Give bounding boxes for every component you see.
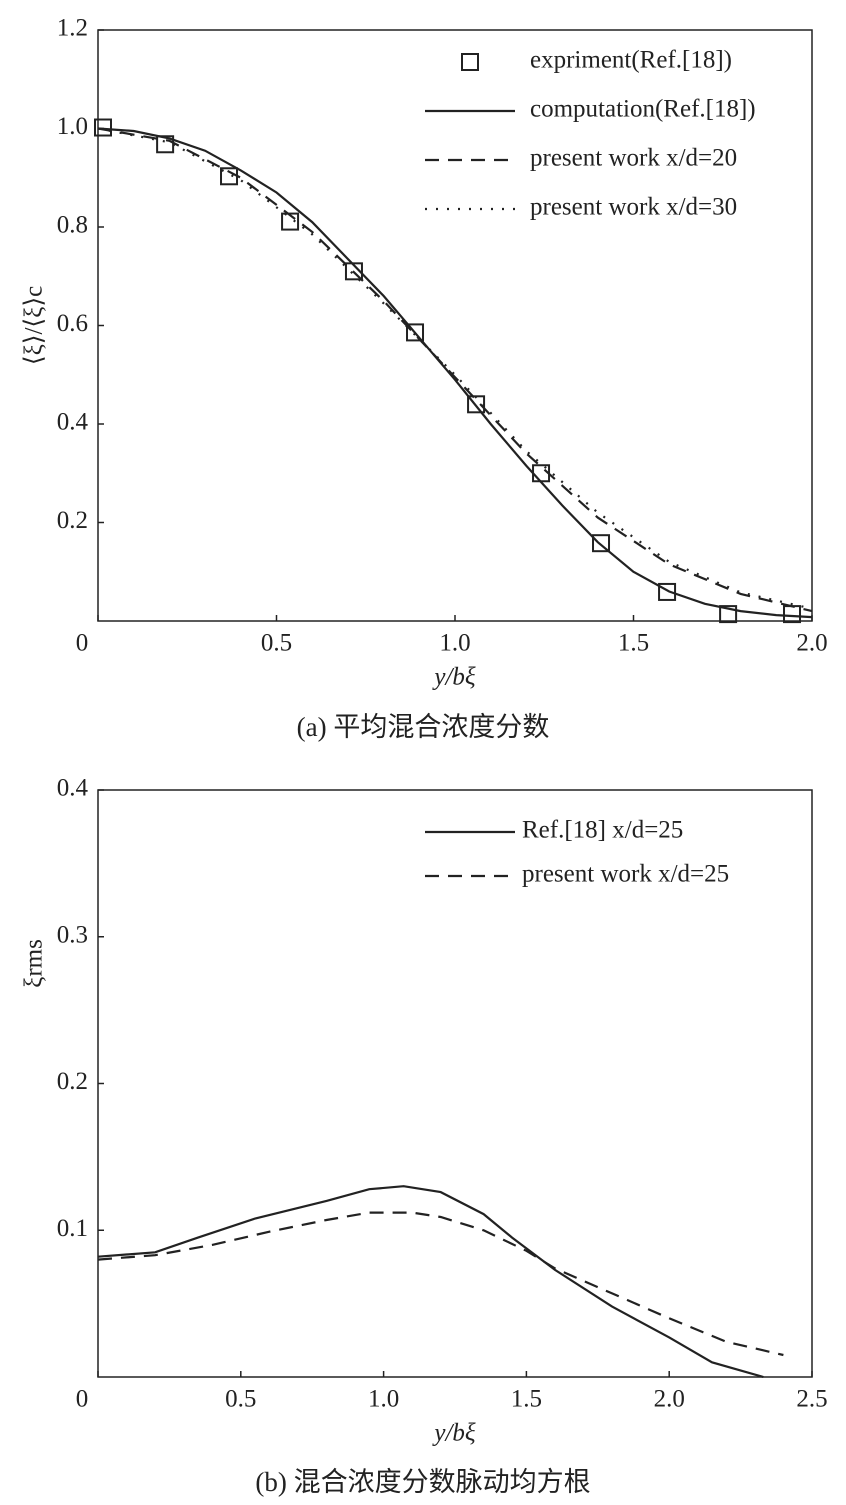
y-tick-label: 0.4 [57,775,89,802]
x-tick-label: 0 [76,1386,89,1413]
data-point [156,135,175,154]
x-tick-label: 2.0 [654,1386,685,1413]
y-tick-label: 0.8 [57,212,88,239]
legend-label: computation(Ref.[18]) [530,96,756,123]
x-tick-label: 2.0 [796,630,827,657]
y-tick-label: 0.6 [57,310,88,337]
data-line [97,127,813,613]
data-point [592,534,611,553]
data-point [658,582,677,601]
data-point [93,118,112,137]
x-tick-label: 0 [76,630,89,657]
y-tick-label: 1.2 [57,15,88,42]
x-tick-label: 1.0 [368,1386,399,1413]
x-tick-label: 0.5 [225,1386,256,1413]
legend-label: present work x/d=20 [530,145,737,172]
data-point [719,605,738,624]
y-tick-label: 0.1 [57,1215,88,1242]
legend-label: Ref.[18] x/d=25 [522,817,683,844]
data-point [783,605,802,624]
data-line [97,127,813,619]
x-tick-label: 2.5 [796,1386,827,1413]
x-tick-label: 1.0 [439,630,470,657]
data-point [406,323,425,342]
data-point [344,262,363,281]
data-point [532,464,551,483]
y-tick-label: 1.0 [57,113,88,140]
legend-marker [461,53,479,71]
legend-label: present work x/d=30 [530,194,737,221]
y-tick-label: 0.2 [57,507,88,534]
data-line [97,1211,784,1357]
x-tick-label: 1.5 [511,1386,542,1413]
y-tick-label: 0.2 [57,1068,88,1095]
data-line [97,1185,764,1379]
y-axis-label: ⟨ξ⟩/⟨ξ⟩c [21,286,48,365]
x-tick-label: 0.5 [261,630,292,657]
caption: (a) 平均混合浓度分数 [297,712,550,742]
legend-label: present work x/d=25 [522,861,729,888]
y-tick-label: 0.3 [57,921,88,948]
y-axis-label: ξrms [21,939,48,988]
legend-label: expriment(Ref.[18]) [530,47,732,74]
data-point [281,212,300,231]
caption: (b) 混合浓度分数脉动均方根 [255,1467,590,1497]
x-axis-label: y/bξ [431,1420,476,1447]
x-tick-label: 1.5 [618,630,649,657]
x-axis-label: y/bξ [431,664,476,691]
y-tick-label: 0.4 [57,409,89,436]
